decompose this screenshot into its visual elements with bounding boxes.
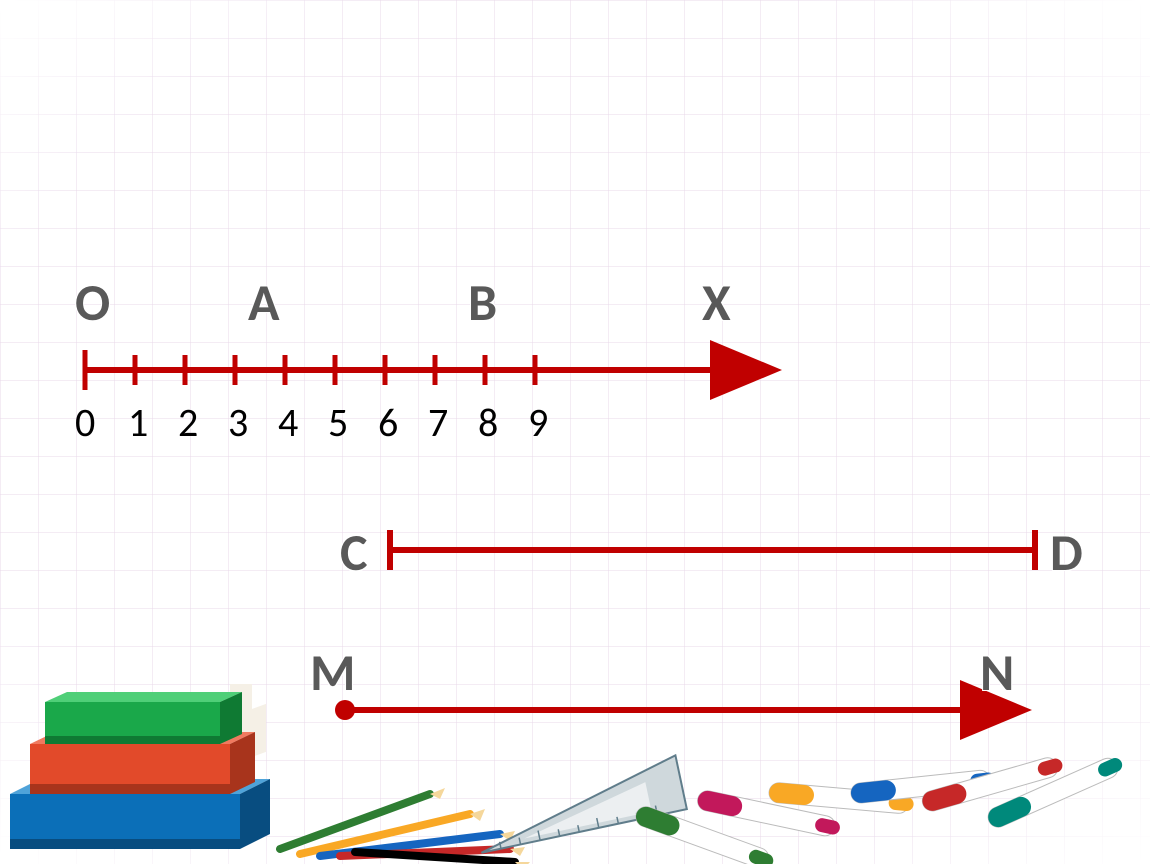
num-8: 8 bbox=[478, 398, 498, 447]
label-x: X bbox=[702, 270, 731, 334]
number-line-ox bbox=[85, 350, 770, 390]
pencils-icon bbox=[280, 788, 530, 864]
num-7: 7 bbox=[428, 398, 448, 447]
label-b: B bbox=[468, 270, 497, 334]
markers-icon bbox=[633, 753, 1125, 864]
num-5: 5 bbox=[328, 398, 348, 447]
num-0: 0 bbox=[75, 398, 95, 447]
books-icon bbox=[10, 684, 270, 849]
label-o: O bbox=[75, 270, 110, 334]
school-supplies-decoration bbox=[0, 684, 1150, 864]
num-6: 6 bbox=[378, 398, 398, 447]
label-c: C bbox=[340, 520, 368, 584]
ruler-icon bbox=[470, 755, 687, 852]
num-1: 1 bbox=[128, 398, 148, 447]
num-3: 3 bbox=[228, 398, 248, 447]
label-a: A bbox=[248, 270, 280, 334]
segment-cd bbox=[390, 530, 1035, 570]
num-4: 4 bbox=[278, 398, 298, 447]
num-2: 2 bbox=[178, 398, 198, 447]
num-9: 9 bbox=[528, 398, 548, 447]
label-d: D bbox=[1050, 520, 1083, 584]
